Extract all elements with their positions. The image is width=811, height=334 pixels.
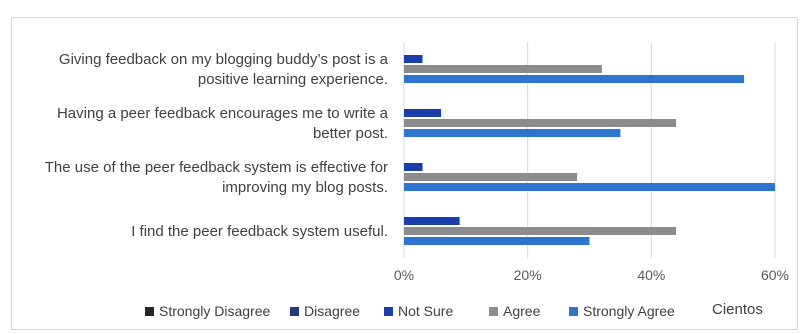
bar-agree	[404, 173, 578, 181]
bar-strongly-agree	[404, 129, 621, 137]
category-label: Giving feedback on my blogging buddy’s p…	[59, 51, 389, 88]
category-label-line: positive learning experience.	[198, 71, 388, 88]
x-tick-label: 60%	[761, 267, 789, 283]
legend-swatch	[145, 307, 154, 316]
legend-label: Not Sure	[398, 303, 453, 319]
bar-agree	[404, 65, 602, 73]
category-label-line: I find the peer feedback system useful.	[131, 223, 388, 240]
legend: Strongly Disagree Disagree Not Sure Agree St…	[145, 303, 675, 319]
bar-strongly-agree	[404, 75, 745, 83]
bar-not-sure	[404, 109, 442, 117]
bar-strongly-agree	[404, 183, 775, 191]
chart-area: Giving feedback on my blogging buddy’s p…	[11, 17, 798, 330]
unit-label: Cientos	[712, 301, 763, 318]
legend-swatch	[384, 307, 393, 316]
category-labels: Giving feedback on my blogging buddy’s p…	[45, 51, 389, 240]
legend-swatch	[290, 307, 299, 316]
bar-not-sure	[404, 55, 423, 63]
legend-label: Strongly Agree	[583, 303, 675, 319]
bars	[404, 55, 775, 245]
bar-not-sure	[404, 217, 460, 225]
x-tick-label: 0%	[394, 267, 414, 283]
bar-strongly-agree	[404, 237, 590, 245]
legend-swatch	[489, 307, 498, 316]
x-tick-label: 20%	[514, 267, 542, 283]
bar-chart: Giving feedback on my blogging buddy’s p…	[45, 42, 789, 319]
category-label-line: Giving feedback on my blogging buddy’s p…	[59, 51, 389, 68]
gridlines	[403, 42, 776, 258]
bar-agree	[404, 119, 677, 127]
legend-label: Agree	[503, 303, 541, 319]
category-label-line: Having a peer feedback encourages me to …	[57, 105, 389, 122]
legend-swatch	[569, 307, 578, 316]
legend-label: Strongly Disagree	[159, 303, 270, 319]
category-label-line: better post.	[313, 125, 388, 142]
category-label: Having a peer feedback encourages me to …	[57, 105, 389, 142]
bar-agree	[404, 227, 677, 235]
legend-label: Disagree	[304, 303, 360, 319]
category-label: I find the peer feedback system useful.	[131, 223, 388, 240]
x-tick-label: 40%	[637, 267, 665, 283]
bar-not-sure	[404, 163, 423, 171]
category-label: The use of the peer feedback system is e…	[45, 159, 388, 196]
x-tick-labels: 0% 20% 40% 60%	[394, 267, 789, 283]
category-label-line: The use of the peer feedback system is e…	[45, 159, 388, 176]
category-label-line: improving my blog posts.	[222, 179, 388, 196]
